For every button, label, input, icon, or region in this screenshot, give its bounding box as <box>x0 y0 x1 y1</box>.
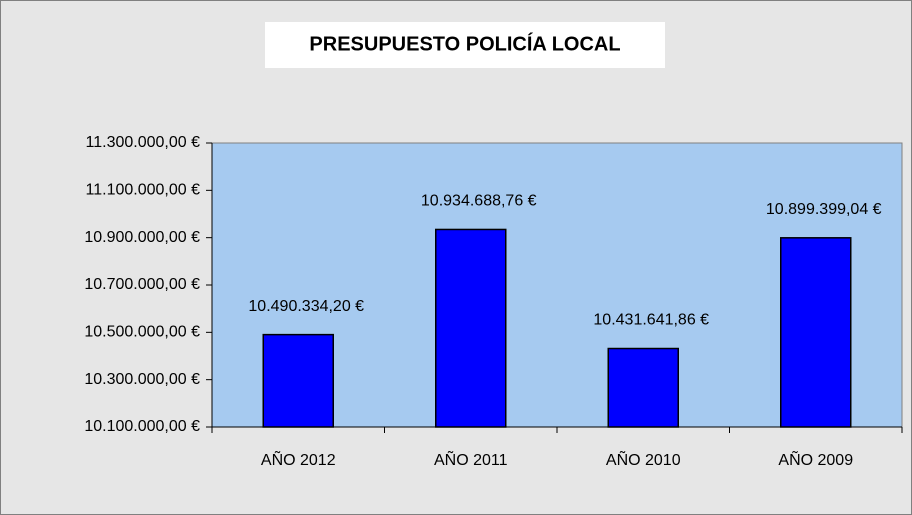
bar <box>780 237 852 428</box>
x-tick-label: AÑO 2009 <box>778 449 853 469</box>
y-tick-label: 10.900.000,00 € <box>84 229 200 246</box>
y-tick-label: 11.100.000,00 € <box>86 182 201 199</box>
x-tick-label: AÑO 2011 <box>434 449 508 469</box>
bar <box>435 228 507 428</box>
y-tick-label: 10.100.000,00 € <box>84 418 200 435</box>
y-tick-label: 11.300.000,00 € <box>86 134 201 151</box>
y-tick-label: 10.500.000,00 € <box>84 324 200 341</box>
data-label: 10.490.334,20 € <box>248 298 364 315</box>
y-tick-label: 10.700.000,00 € <box>84 276 200 293</box>
data-label: 10.431.641,86 € <box>593 312 709 329</box>
x-tick-label: AÑO 2012 <box>261 449 336 469</box>
x-tick-label: AÑO 2010 <box>606 449 681 469</box>
data-label: 10.899.399,04 € <box>766 201 882 218</box>
title-box <box>265 22 665 68</box>
chart-title: PRESUPUESTO POLICÍA LOCAL <box>309 32 620 55</box>
y-tick-label: 10.300.000,00 € <box>84 371 200 388</box>
bar <box>607 347 679 428</box>
data-label: 10.934.688,76 € <box>421 193 537 210</box>
bar <box>262 333 334 428</box>
